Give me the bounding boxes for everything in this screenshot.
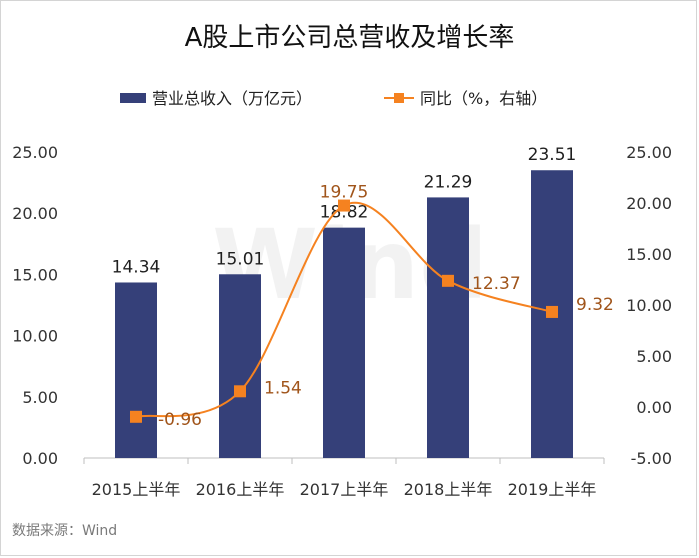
legend-line-marker <box>394 93 404 103</box>
line-point <box>338 199 350 212</box>
left-tick-label: 15.00 <box>12 265 58 284</box>
x-tick-label: 2018上半年 <box>404 480 493 499</box>
bar-data-label: 15.01 <box>216 249 265 269</box>
right-tick-label: 5.00 <box>636 347 672 366</box>
line-data-label: 9.32 <box>576 295 614 315</box>
right-tick-label: 15.00 <box>626 245 672 264</box>
legend: 营业总收入（万亿元） 同比（%，右轴） <box>120 89 547 108</box>
legend-bar-label: 营业总收入（万亿元） <box>152 89 312 108</box>
right-tick-label: 20.00 <box>626 194 672 213</box>
left-tick-label: 0.00 <box>22 449 58 468</box>
bar <box>323 227 365 458</box>
right-tick-label: 25.00 <box>626 143 672 162</box>
line-data-label: 1.54 <box>264 378 302 398</box>
source-note: 数据来源：Wind <box>12 523 117 539</box>
line-point <box>234 385 246 398</box>
chart-title: A股上市公司总营收及增长率 <box>185 23 515 53</box>
x-tick-label: 2015上半年 <box>92 480 181 499</box>
bar-data-label: 14.34 <box>112 257 161 277</box>
x-tick-label: 2016上半年 <box>196 480 285 499</box>
bar-data-label: 21.29 <box>424 172 473 192</box>
line-point <box>546 305 558 318</box>
legend-bar-swatch <box>120 93 146 103</box>
line-point <box>130 410 142 423</box>
x-tick-label: 2017上半年 <box>300 480 389 499</box>
legend-line-label: 同比（%，右轴） <box>420 89 547 108</box>
bar <box>219 274 261 458</box>
line-data-label: -0.96 <box>158 410 202 430</box>
line-data-label: 19.75 <box>320 183 369 203</box>
bar-data-label: 23.51 <box>528 145 577 165</box>
right-tick-label: 0.00 <box>636 398 672 417</box>
line-point <box>442 274 454 287</box>
right-tick-label: -5.00 <box>631 449 672 468</box>
line-data-label: 12.37 <box>472 274 521 294</box>
growth-line <box>135 201 553 418</box>
right-tick-label: 10.00 <box>626 296 672 315</box>
bar <box>115 282 157 458</box>
left-tick-label: 5.00 <box>22 388 58 407</box>
plot-area: 2015上半年 2016上半年 2017上半年 2018上半年 2019上半年 0.00 5… <box>12 143 672 499</box>
left-tick-label: 25.00 <box>12 143 58 162</box>
bar <box>427 197 469 458</box>
x-tick-label: 2019上半年 <box>508 480 597 499</box>
left-tick-label: 20.00 <box>12 204 58 223</box>
left-tick-label: 10.00 <box>12 327 58 346</box>
